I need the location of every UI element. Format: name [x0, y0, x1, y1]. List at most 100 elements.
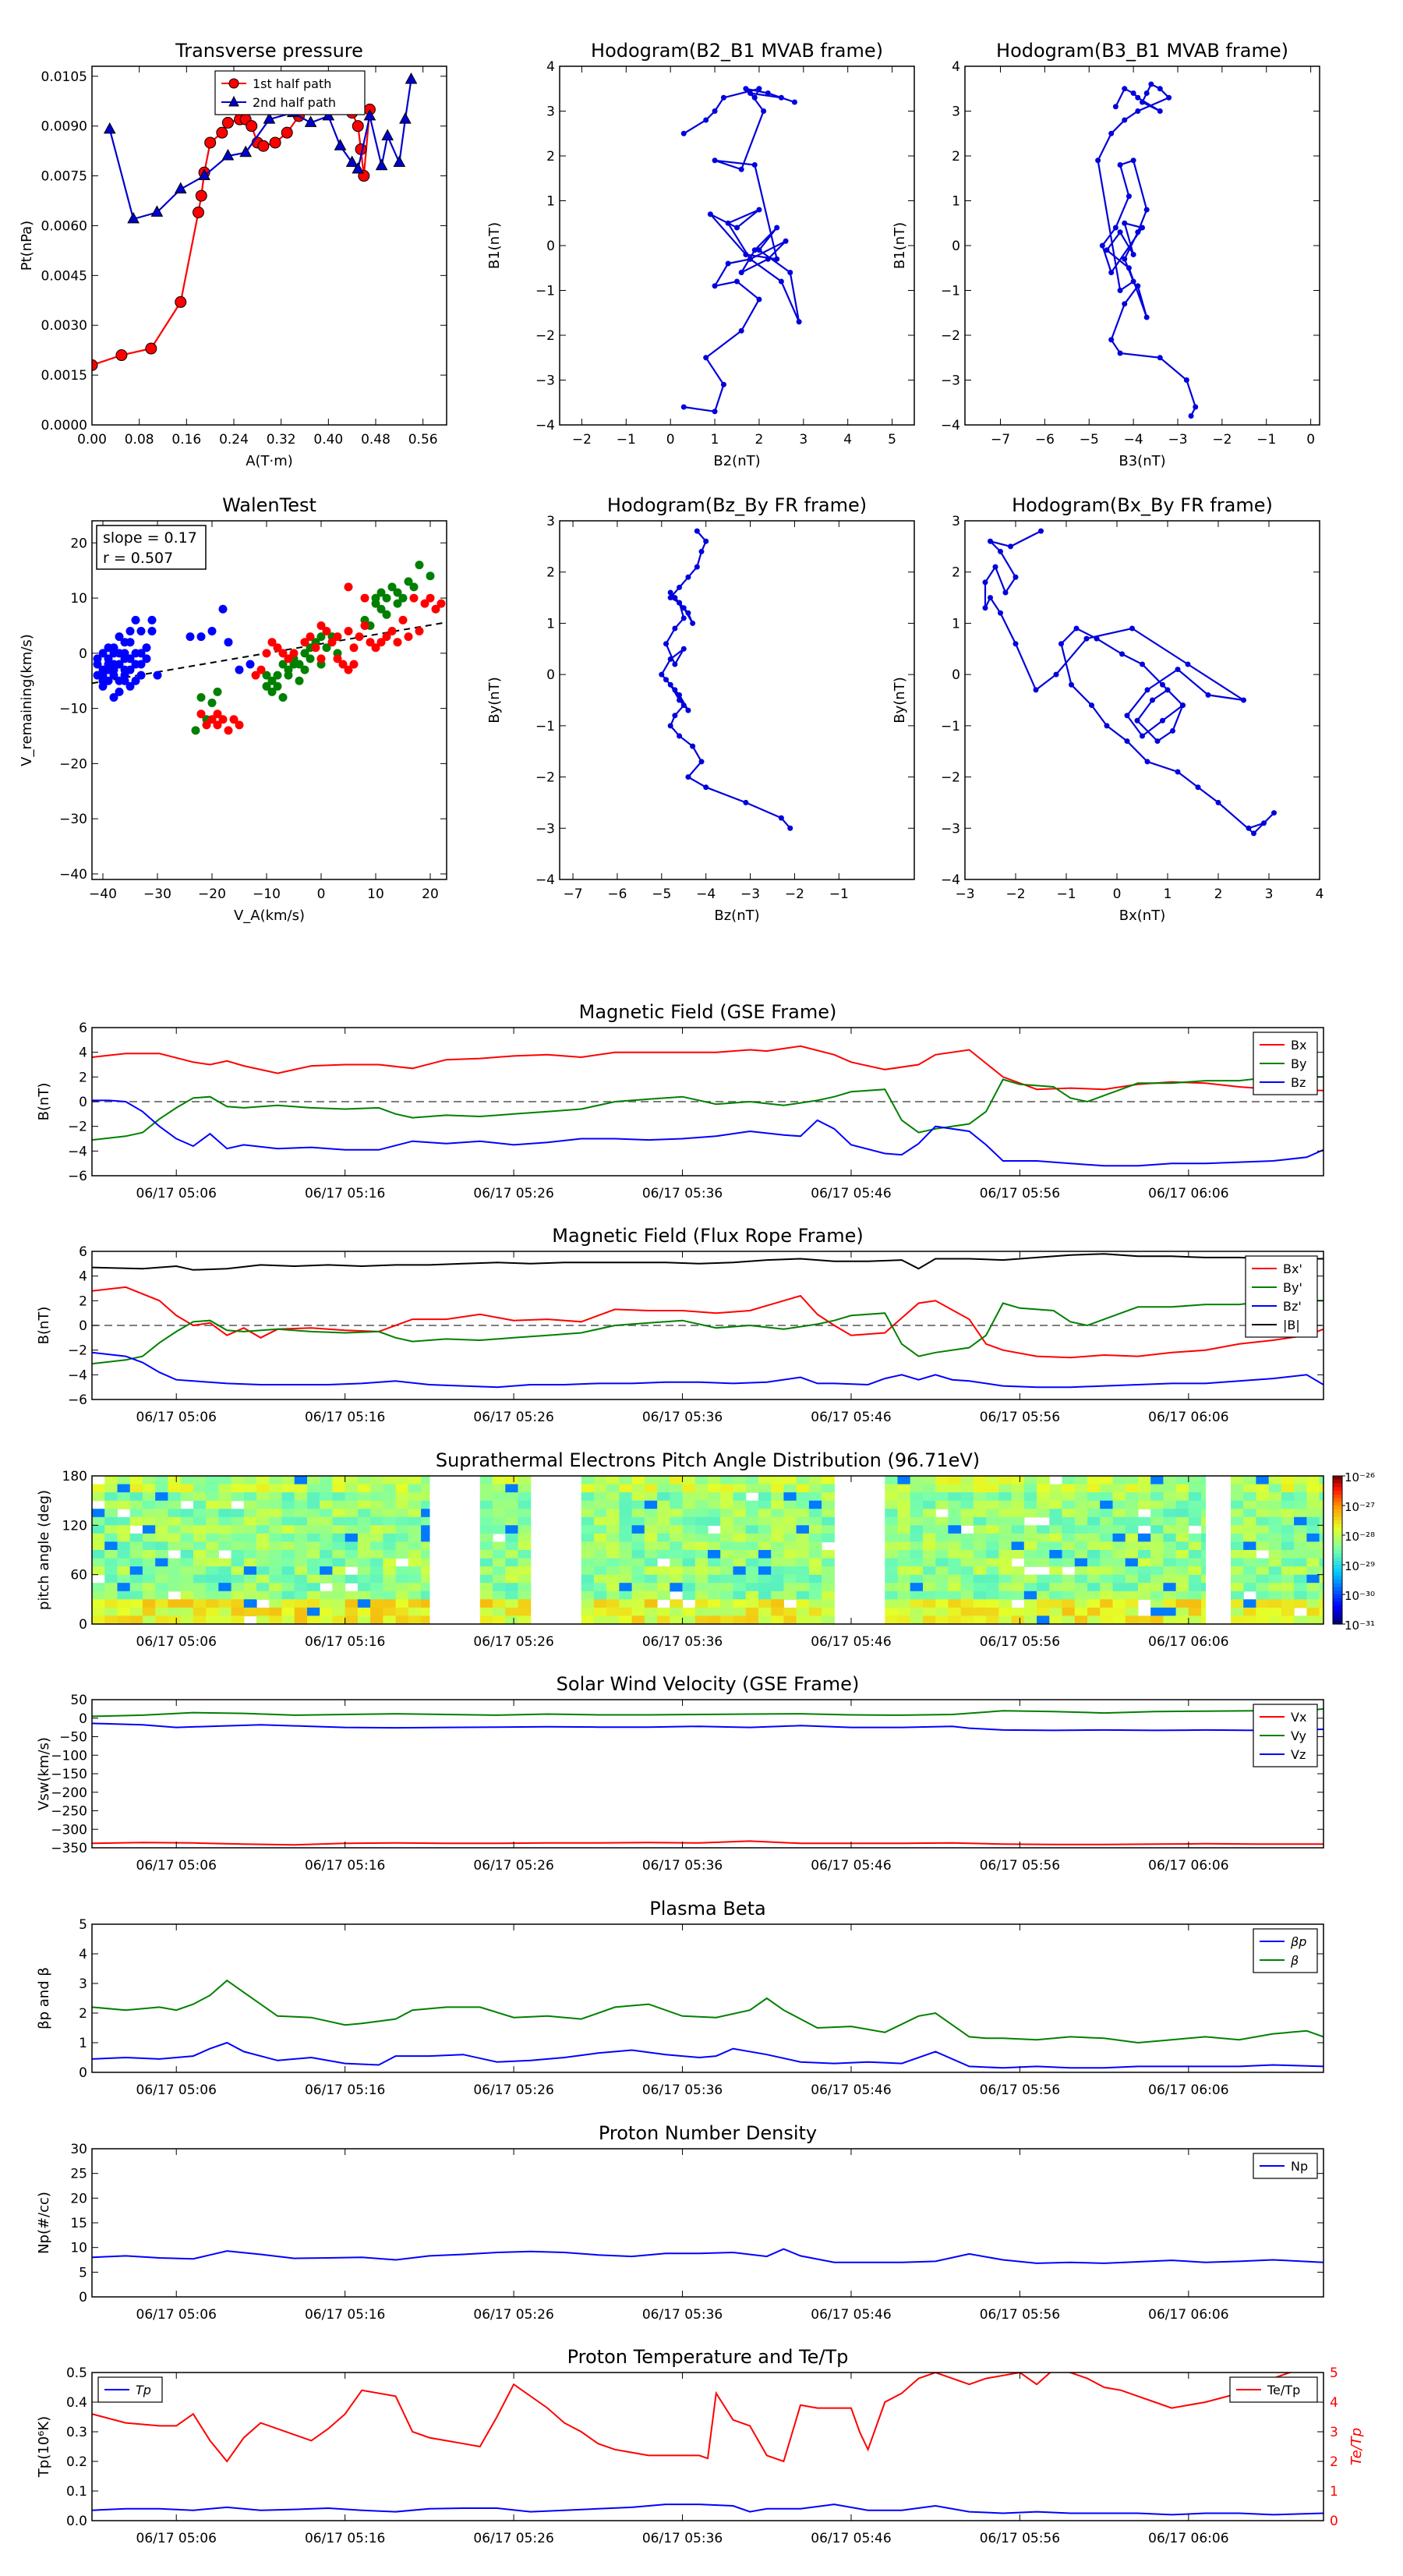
- heatmap-cell: [1100, 1525, 1113, 1534]
- heatmap-cell: [243, 1500, 257, 1509]
- x-tick-label: 06/17 05:36: [642, 2307, 723, 2323]
- heatmap-cell: [1294, 1509, 1307, 1518]
- heatmap-cell: [885, 1516, 899, 1526]
- heatmap-cell: [320, 1566, 333, 1576]
- heatmap-cell: [960, 1558, 974, 1567]
- heatmap-cell: [370, 1591, 383, 1600]
- colorbar-segment: [1333, 1557, 1342, 1562]
- series-marker: [703, 117, 709, 123]
- heatmap-cell: [1011, 1525, 1025, 1534]
- scatter-point: [376, 604, 386, 614]
- heatmap-cell: [505, 1558, 519, 1567]
- heatmap-cell: [644, 1516, 658, 1526]
- series-line: [1097, 83, 1196, 416]
- series-marker: [1095, 157, 1101, 164]
- heatmap-cell: [421, 1476, 430, 1485]
- heatmap-cell: [682, 1509, 696, 1518]
- plot-area: [92, 561, 447, 735]
- heatmap-cell: [606, 1550, 620, 1559]
- y-tick-label: 0.0075: [41, 169, 87, 185]
- heatmap-cell: [935, 1533, 949, 1543]
- series-marker: [712, 409, 718, 415]
- series-marker: [1058, 641, 1064, 647]
- heatmap-cell: [581, 1533, 595, 1543]
- heatmap-cell: [973, 1591, 987, 1600]
- colorbar-label: 10⁻²⁸: [1345, 1530, 1375, 1544]
- heatmap-cell: [395, 1599, 409, 1608]
- heatmap-cell: [1037, 1615, 1050, 1624]
- heatmap-cell: [307, 1500, 320, 1509]
- heatmap-cell: [345, 1599, 359, 1608]
- heatmap-cell: [720, 1550, 733, 1559]
- heatmap-cell: [1112, 1476, 1126, 1485]
- heatmap-cell: [1306, 1509, 1320, 1518]
- heatmap-cell: [1188, 1516, 1202, 1526]
- heatmap-cell: [1268, 1509, 1282, 1518]
- heatmap-cell: [593, 1509, 607, 1518]
- heatmap-cell: [960, 1533, 974, 1543]
- series-marker: [1099, 242, 1105, 249]
- heatmap-cell: [923, 1550, 936, 1559]
- heatmap-cell: [1201, 1591, 1207, 1600]
- series-marker: [747, 256, 754, 262]
- heatmap-cell: [670, 1574, 684, 1583]
- heatmap-cell: [910, 1484, 924, 1493]
- heatmap-cell: [1100, 1574, 1113, 1583]
- heatmap-cell: [948, 1484, 962, 1493]
- heatmap-cell: [1188, 1574, 1202, 1583]
- heatmap-cell: [771, 1558, 784, 1567]
- heatmap-cell: [670, 1615, 684, 1624]
- y-axis-label: βp and β: [36, 1967, 52, 2029]
- heatmap-cell: [332, 1492, 346, 1502]
- heatmap-cell: [758, 1607, 772, 1617]
- series-marker: [663, 677, 669, 683]
- scatter-point: [300, 638, 309, 647]
- heatmap-cell: [657, 1583, 670, 1592]
- heatmap-cell: [1125, 1550, 1139, 1559]
- heatmap-cell: [180, 1525, 194, 1534]
- series-marker: [1144, 687, 1150, 693]
- heatmap-cell: [910, 1516, 924, 1526]
- heatmap-cell: [1049, 1591, 1063, 1600]
- series-marker: [1205, 692, 1211, 698]
- heatmap-cell: [294, 1550, 308, 1559]
- heatmap-cell: [910, 1607, 924, 1617]
- series-marker: [667, 681, 673, 688]
- heatmap-cell: [332, 1541, 346, 1551]
- heatmap-cell: [332, 1500, 346, 1509]
- heatmap-cell: [168, 1533, 182, 1543]
- series-marker: [778, 278, 784, 285]
- series-marker: [221, 116, 234, 129]
- heatmap-cell: [383, 1558, 397, 1567]
- series--: [92, 1979, 1323, 2044]
- heatmap-cell: [708, 1509, 721, 1518]
- heatmap-cell: [910, 1509, 924, 1518]
- colorbar-segment: [1333, 1565, 1342, 1569]
- heatmap-cell: [129, 1599, 143, 1608]
- series-marker: [1193, 404, 1199, 410]
- heatmap-cell: [493, 1599, 506, 1608]
- heatmap-cell: [1062, 1558, 1076, 1567]
- y-tick-label: 0.0090: [41, 119, 87, 135]
- heatmap-cell: [1074, 1492, 1088, 1502]
- heatmap-cell: [771, 1583, 784, 1592]
- heatmap-cell: [383, 1583, 397, 1592]
- heatmap-cell: [619, 1533, 633, 1543]
- heatmap-cell: [1163, 1492, 1177, 1502]
- y-tick-label: −4: [68, 1144, 87, 1159]
- y-tick-label: 1: [952, 616, 960, 632]
- heatmap-cell: [383, 1566, 397, 1576]
- scatter-point: [431, 604, 440, 614]
- legend: Tp: [97, 2376, 163, 2403]
- series-marker: [1157, 108, 1163, 114]
- heatmap-cell: [670, 1525, 684, 1534]
- series-marker: [756, 86, 762, 92]
- heatmap-cell: [670, 1566, 684, 1576]
- heatmap-cell: [256, 1476, 270, 1485]
- heatmap-cell: [320, 1615, 333, 1624]
- heatmap-cell: [670, 1516, 684, 1526]
- heatmap-cell: [1125, 1574, 1139, 1583]
- heatmap-cell: [357, 1525, 371, 1534]
- heatmap-cell: [1175, 1574, 1189, 1583]
- heatmap-cell: [694, 1525, 709, 1534]
